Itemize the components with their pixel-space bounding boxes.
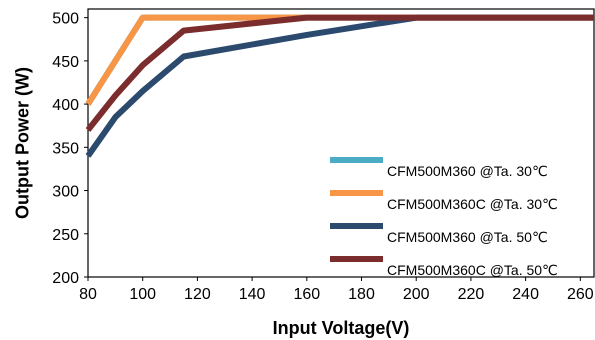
x-tick-label: 100	[129, 286, 156, 303]
legend-label: CFM500M360C @Ta. 50℃	[387, 262, 558, 278]
legend-label: CFM500M360 @Ta. 50℃	[387, 229, 548, 245]
series-lines	[85, 14, 594, 158]
legend-label: CFM500M360 @Ta. 30℃	[387, 163, 548, 179]
y-tick-label: 500	[52, 11, 79, 28]
series-line-4	[85, 14, 594, 132]
x-tick-label: 260	[567, 286, 594, 303]
x-tick-label: 200	[403, 286, 430, 303]
x-tick-label: 180	[348, 286, 375, 303]
y-tick-label: 300	[52, 184, 79, 201]
x-tick-label: 80	[79, 286, 97, 303]
legend-label: CFM500M360C @Ta. 30℃	[387, 196, 558, 212]
y-tick-label: 400	[52, 97, 79, 114]
series-line-3	[85, 14, 594, 158]
x-tick-label: 160	[293, 286, 320, 303]
y-axis-title: Output Power (W)	[12, 67, 32, 219]
x-tick-label: 140	[239, 286, 266, 303]
x-axis-ticks: 80 100 120 140 160 180 200 220 240 260	[79, 277, 594, 303]
y-tick-label: 450	[52, 54, 79, 71]
x-tick-label: 240	[512, 286, 539, 303]
x-axis-title: Input Voltage(V)	[273, 318, 410, 338]
y-tick-label: 350	[52, 140, 79, 157]
x-tick-label: 120	[184, 286, 211, 303]
plot-frame	[87, 8, 595, 278]
plot-area	[85, 8, 595, 278]
y-tick-label: 250	[52, 227, 79, 244]
x-tick-label: 220	[458, 286, 485, 303]
y-tick-label: 200	[52, 270, 79, 287]
legend: CFM500M360 @Ta. 30℃ CFM500M360C @Ta. 30℃ C…	[330, 157, 558, 278]
y-axis-ticks: 200 250 300 350 400 450 500	[52, 11, 88, 287]
